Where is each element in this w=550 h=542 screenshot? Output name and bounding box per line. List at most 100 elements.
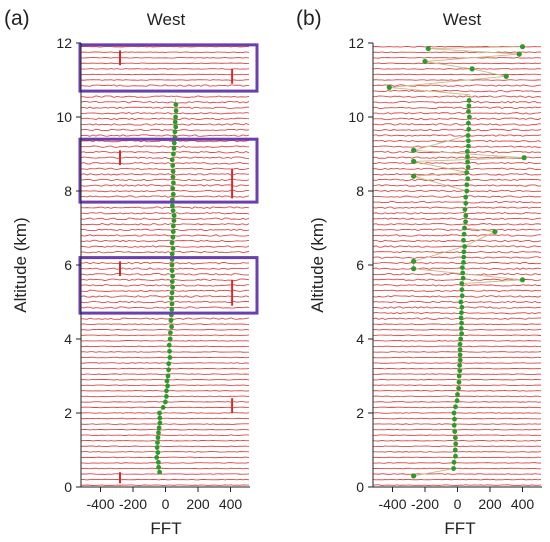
spectrum-trace bbox=[80, 334, 250, 337]
outlier-point bbox=[519, 44, 526, 50]
peak-point bbox=[451, 466, 456, 471]
peak-point bbox=[464, 182, 470, 188]
panel-a-letter: (a) bbox=[4, 7, 30, 30]
spectrum-trace bbox=[372, 351, 542, 353]
y-tick-label: 4 bbox=[356, 331, 364, 347]
y-tick-label: 8 bbox=[64, 183, 72, 199]
spectrum-trace bbox=[80, 373, 250, 375]
peak-point bbox=[460, 265, 465, 270]
spectrum-trace bbox=[372, 384, 541, 387]
spectrum-trace bbox=[372, 167, 542, 171]
spectrum-trace bbox=[372, 178, 542, 182]
spectrum-trace bbox=[372, 467, 542, 470]
peak-point bbox=[460, 275, 466, 281]
spectrum-trace bbox=[372, 473, 542, 475]
spectrum-trace bbox=[372, 378, 542, 381]
peak-point bbox=[452, 416, 457, 422]
peak-point bbox=[462, 225, 467, 231]
spectrum-trace bbox=[372, 206, 542, 209]
spectrum-trace bbox=[372, 428, 542, 431]
spectrum-trace bbox=[80, 261, 250, 265]
peak-point bbox=[466, 126, 472, 132]
spectrum-trace bbox=[80, 167, 250, 171]
peak-point bbox=[170, 174, 176, 180]
peak-point bbox=[169, 301, 175, 307]
peak-point bbox=[169, 268, 175, 273]
spectrum-trace bbox=[80, 289, 250, 293]
peak-point bbox=[461, 260, 466, 265]
peak-point bbox=[173, 102, 179, 108]
peak-point bbox=[461, 237, 466, 243]
spectrum-trace bbox=[372, 195, 542, 198]
panel-a-title: West bbox=[147, 10, 186, 29]
spectrum-trace bbox=[372, 451, 542, 453]
spectrum-trace bbox=[372, 123, 542, 126]
spectrum-trace bbox=[372, 250, 542, 254]
peak-point bbox=[155, 440, 160, 445]
outlier-point bbox=[519, 277, 526, 283]
peak-point bbox=[453, 441, 459, 447]
spectrum-trace bbox=[372, 79, 542, 81]
spectrum-trace bbox=[80, 195, 250, 198]
x-tick-label: -200 bbox=[411, 496, 439, 512]
peak-point bbox=[457, 357, 463, 363]
peak-point bbox=[157, 469, 163, 475]
panel-a: (a) West Altitude (km) FFT 0 2 4 6 8 10 12 -400… bbox=[4, 7, 259, 538]
peak-point bbox=[169, 262, 175, 268]
peak-point bbox=[456, 379, 462, 385]
spectrum-trace bbox=[372, 150, 542, 154]
spectrum-trace bbox=[80, 62, 250, 65]
panel-b-plot-area: 0 2 4 6 8 10 12 -400 -200 0 200 400 bbox=[348, 35, 542, 512]
spectrum-trace bbox=[372, 311, 542, 315]
peak-point bbox=[169, 290, 175, 296]
spectrum-trace bbox=[80, 467, 250, 470]
outlier-point bbox=[386, 84, 392, 90]
spectrum-trace bbox=[80, 156, 250, 159]
peak-point bbox=[453, 404, 458, 410]
peak-point bbox=[465, 154, 470, 160]
spectrum-trace bbox=[372, 145, 542, 148]
x-tick-label: 200 bbox=[186, 496, 210, 512]
panel-a-ylabel: Altitude (km) bbox=[11, 217, 30, 312]
spectrum-trace bbox=[80, 345, 250, 348]
peak-point bbox=[156, 459, 161, 465]
peak-point bbox=[155, 450, 161, 455]
peak-point bbox=[170, 191, 176, 197]
y-tick-label: 4 bbox=[64, 331, 72, 347]
y-tick-label: 12 bbox=[56, 35, 72, 51]
spectrum-trace bbox=[80, 412, 250, 414]
peak-point bbox=[167, 355, 173, 360]
peak-point bbox=[458, 326, 464, 331]
peak-point bbox=[170, 163, 176, 168]
y-tick-label: 10 bbox=[348, 109, 364, 125]
outlier-point bbox=[411, 258, 417, 264]
spectrum-trace bbox=[80, 206, 250, 209]
outlier-point bbox=[425, 45, 431, 52]
peak-point bbox=[462, 244, 467, 249]
spectrum-trace bbox=[80, 340, 250, 342]
spectrum-trace bbox=[372, 417, 542, 420]
peak-point bbox=[451, 410, 457, 416]
peak-point bbox=[463, 200, 469, 206]
peak-point bbox=[173, 114, 179, 120]
spectrum-trace bbox=[80, 51, 250, 54]
peak-point bbox=[458, 299, 464, 305]
spectrum-trace bbox=[80, 100, 250, 104]
spectrum-trace bbox=[80, 161, 250, 165]
spectrum-trace bbox=[372, 340, 542, 342]
peak-point bbox=[170, 284, 176, 290]
spectrum-trace bbox=[80, 295, 250, 298]
peak-point bbox=[170, 223, 176, 229]
spectrum-trace bbox=[372, 362, 542, 364]
peak-point bbox=[457, 352, 463, 358]
outlier-point bbox=[492, 229, 498, 235]
trace-group bbox=[80, 45, 250, 486]
peak-point bbox=[459, 304, 465, 310]
spectrum-trace bbox=[80, 473, 250, 475]
trace-group bbox=[372, 45, 542, 486]
spectrum-trace bbox=[372, 462, 542, 464]
peak-point bbox=[169, 157, 175, 163]
spectrum-trace bbox=[80, 128, 250, 132]
y-tick-label: 0 bbox=[356, 479, 364, 495]
